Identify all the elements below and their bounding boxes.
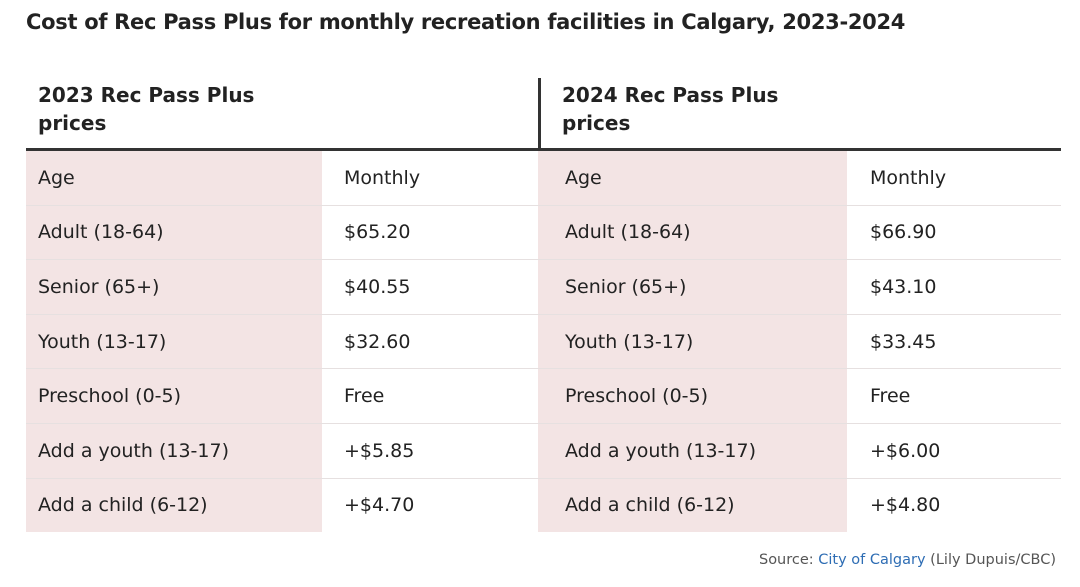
table-row: Add a child (6-12) +$4.70 — [26, 478, 538, 533]
age-cell: Preschool (0-5) — [538, 369, 847, 423]
price-cell: +$4.80 — [870, 494, 941, 517]
table-body: Age Monthly Adult (18-64) $66.90 Senior … — [538, 151, 1061, 533]
table-heading-text: 2024 Rec Pass Plus prices — [562, 83, 779, 135]
source-prefix: Source: — [758, 552, 819, 568]
age-cell: Senior (65+) — [538, 260, 847, 314]
table-row: Senior (65+) $40.55 — [26, 260, 538, 315]
table-row: Youth (13-17) $32.60 — [26, 314, 538, 370]
price-cell: $32.60 — [344, 330, 411, 353]
source-credit: (Lily Dupuis/CBC) — [925, 552, 1056, 568]
price-cell: $65.20 — [344, 221, 411, 244]
table-row: Adult (18-64) $66.90 — [538, 205, 1061, 261]
price-cell: +$4.70 — [344, 494, 415, 517]
price-cell: $40.55 — [344, 275, 411, 298]
age-cell: Youth (13-17) — [26, 314, 322, 369]
table-header-row: Age Monthly — [538, 151, 1061, 206]
column-header-monthly: Monthly — [870, 166, 947, 189]
price-cell: $33.45 — [870, 330, 937, 353]
age-cell: Add a child (6-12) — [26, 478, 322, 533]
age-cell: Add a youth (13-17) — [26, 423, 322, 478]
table-row: Add a youth (13-17) +$5.85 — [26, 423, 538, 479]
table-header-row: Age Monthly — [26, 151, 538, 206]
age-cell: Youth (13-17) — [538, 314, 847, 369]
price-cell: Free — [344, 385, 385, 408]
table-row: Add a youth (13-17) +$6.00 — [538, 423, 1061, 479]
table-row: Senior (65+) $43.10 — [538, 260, 1061, 315]
table-2024: 2024 Rec Pass Plus prices Age Monthly Ad… — [538, 78, 1061, 533]
price-cell: $43.10 — [870, 275, 937, 298]
column-header-age: Age — [26, 151, 322, 205]
age-cell: Adult (18-64) — [538, 205, 847, 260]
age-cell: Add a child (6-12) — [538, 478, 847, 533]
table-row: Add a child (6-12) +$4.80 — [538, 478, 1061, 533]
age-cell: Add a youth (13-17) — [538, 423, 847, 478]
table-row: Youth (13-17) $33.45 — [538, 314, 1061, 370]
table-row: Adult (18-64) $65.20 — [26, 205, 538, 261]
source-note: Source: City of Calgary (Lily Dupuis/CBC… — [759, 552, 1056, 568]
column-header-monthly: Monthly — [344, 166, 421, 189]
age-cell: Adult (18-64) — [26, 205, 322, 260]
table-body: Age Monthly Adult (18-64) $65.20 Senior … — [26, 151, 538, 533]
source-link[interactable]: City of Calgary — [818, 552, 926, 568]
table-row: Preschool (0-5) Free — [26, 369, 538, 424]
table-row: Preschool (0-5) Free — [538, 369, 1061, 424]
chart-title: Cost of Rec Pass Plus for monthly recrea… — [26, 10, 906, 34]
table-heading: 2023 Rec Pass Plus prices — [26, 78, 538, 151]
price-cell: $66.90 — [870, 221, 937, 244]
column-header-age: Age — [538, 151, 847, 205]
table-2023: 2023 Rec Pass Plus prices Age Monthly Ad… — [26, 78, 538, 533]
price-cell: +$5.85 — [344, 439, 415, 462]
price-cell: Free — [870, 385, 911, 408]
table-heading: 2024 Rec Pass Plus prices — [538, 78, 1061, 151]
table-heading-text: 2023 Rec Pass Plus prices — [38, 83, 255, 135]
age-cell: Preschool (0-5) — [26, 369, 322, 423]
age-cell: Senior (65+) — [26, 260, 322, 314]
price-cell: +$6.00 — [870, 439, 941, 462]
